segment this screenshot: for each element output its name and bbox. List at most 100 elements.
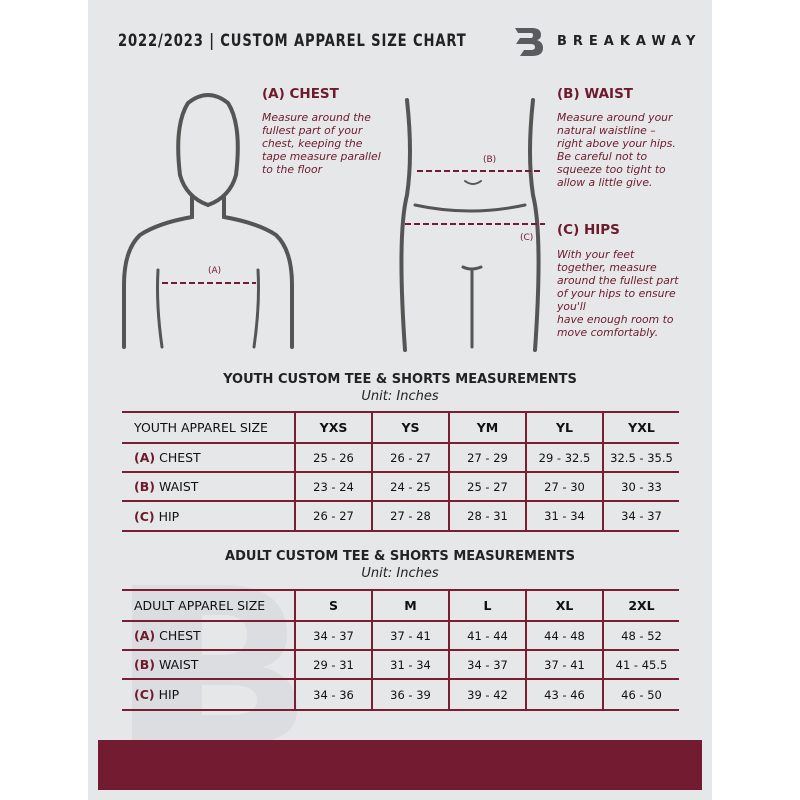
table-header-row: YOUTH APPAREL SIZE YXS YS YM YL YXL bbox=[122, 411, 679, 444]
desc-line: right above your hips. bbox=[557, 137, 676, 150]
desc-line: tape measure parallel bbox=[262, 150, 381, 163]
column-header: ADULT APPAREL SIZE bbox=[122, 589, 295, 622]
row-name: WAIST bbox=[158, 657, 199, 672]
desc-line: fullest part of your bbox=[262, 124, 363, 137]
cell: 27 - 30 bbox=[525, 471, 603, 502]
cell: 48 - 52 bbox=[602, 620, 679, 651]
waist-marker: (B) bbox=[483, 155, 497, 165]
column-header: YOUTH APPAREL SIZE bbox=[122, 411, 295, 444]
column-header: L bbox=[448, 589, 526, 622]
column-header: YXL bbox=[602, 411, 679, 444]
cell: 30 - 33 bbox=[602, 471, 679, 502]
cell: 34 - 36 bbox=[294, 678, 372, 711]
upper-body-illustration bbox=[122, 93, 294, 349]
cell: 41 - 44 bbox=[448, 620, 526, 651]
row-letter: (C) bbox=[134, 687, 155, 702]
table-header-row: ADULT APPAREL SIZE S M L XL 2XL bbox=[122, 589, 679, 622]
cell: 27 - 29 bbox=[448, 442, 526, 473]
cell: 23 - 24 bbox=[294, 471, 372, 502]
desc-line: chest, keeping the bbox=[262, 137, 363, 150]
desc-line: have enough room to bbox=[557, 313, 674, 326]
column-header: YXS bbox=[294, 411, 372, 444]
cell: 34 - 37 bbox=[448, 649, 526, 680]
chest-marker: (A) bbox=[208, 266, 222, 276]
desc-line: you'll bbox=[557, 300, 586, 313]
table-row: (B) WAIST 29 - 31 31 - 34 34 - 37 37 - 41 41… bbox=[122, 649, 679, 680]
cell: 25 - 26 bbox=[294, 442, 372, 473]
column-header: YM bbox=[448, 411, 526, 444]
adult-table-title: ADULT CUSTOM TEE & SHORTS MEASUREMENTS bbox=[225, 549, 575, 564]
row-label: (A) CHEST bbox=[122, 620, 295, 651]
table-row: (A) CHEST 25 - 26 26 - 27 27 - 29 29 - 32.5… bbox=[122, 442, 679, 473]
hips-heading: (C) HIPS bbox=[557, 222, 620, 238]
row-letter: (C) bbox=[134, 508, 155, 524]
row-label: (B) WAIST bbox=[122, 471, 295, 502]
cell: 34 - 37 bbox=[602, 500, 679, 532]
table-row: (C) HIP 34 - 36 36 - 39 39 - 42 43 - 46 46 -… bbox=[122, 678, 679, 711]
row-name: WAIST bbox=[158, 479, 199, 494]
row-label: (B) WAIST bbox=[122, 649, 295, 680]
desc-line: Be careful not to bbox=[557, 150, 648, 163]
desc-line: move comfortably. bbox=[557, 326, 659, 339]
cell: 31 - 34 bbox=[525, 500, 603, 532]
row-letter: (A) bbox=[134, 628, 156, 643]
row-name: CHEST bbox=[159, 450, 201, 465]
cell: 27 - 28 bbox=[371, 500, 449, 532]
cell: 29 - 31 bbox=[294, 649, 372, 680]
cell: 32.5 - 35.5 bbox=[602, 442, 679, 473]
row-letter: (B) bbox=[134, 479, 155, 494]
hips-marker: (C) bbox=[520, 233, 534, 243]
row-label: (A) CHEST bbox=[122, 442, 295, 473]
row-name: HIP bbox=[158, 687, 180, 702]
cell: 44 - 48 bbox=[525, 620, 603, 651]
table-row: (B) WAIST 23 - 24 24 - 25 25 - 27 27 - 30 30… bbox=[122, 471, 679, 502]
desc-line: allow a little give. bbox=[557, 176, 653, 189]
cell: 39 - 42 bbox=[448, 678, 526, 711]
cell: 37 - 41 bbox=[371, 620, 449, 651]
cell: 43 - 46 bbox=[525, 678, 603, 711]
row-letter: (A) bbox=[134, 450, 156, 465]
youth-size-table: YOUTH APPAREL SIZE YXS YS YM YL YXL (A) CHEST… bbox=[122, 411, 679, 532]
column-header: 2XL bbox=[602, 589, 679, 622]
desc-line: to the floor bbox=[262, 163, 323, 176]
cell: 41 - 45.5 bbox=[602, 649, 679, 680]
cell: 31 - 34 bbox=[371, 649, 449, 680]
adult-table-unit: Unit: Inches bbox=[361, 566, 439, 581]
row-label: (C) HIP bbox=[122, 500, 295, 532]
desc-line: together, measure bbox=[557, 261, 657, 274]
table-row: (C) HIP 26 - 27 27 - 28 28 - 31 31 - 34 34 -… bbox=[122, 500, 679, 532]
row-label: (C) HIP bbox=[122, 678, 295, 711]
footer-bar bbox=[98, 740, 702, 790]
youth-table-unit: Unit: Inches bbox=[361, 389, 439, 404]
cell: 26 - 27 bbox=[294, 500, 372, 532]
row-name: CHEST bbox=[159, 628, 201, 643]
desc-line: With your feet bbox=[557, 248, 635, 261]
cell: 34 - 37 bbox=[294, 620, 372, 651]
desc-line: of your hips to ensure bbox=[557, 287, 676, 300]
cell: 26 - 27 bbox=[371, 442, 449, 473]
breakaway-logo-icon bbox=[515, 28, 543, 56]
chest-heading: (A) CHEST bbox=[262, 86, 339, 102]
row-name: HIP bbox=[158, 508, 180, 524]
column-header: M bbox=[371, 589, 449, 622]
waist-description: Measure around your natural waistline – ri… bbox=[557, 111, 676, 189]
cell: 29 - 32.5 bbox=[525, 442, 603, 473]
table-row: (A) CHEST 34 - 37 37 - 41 41 - 44 44 - 48 48… bbox=[122, 620, 679, 651]
waist-heading: (B) WAIST bbox=[557, 86, 634, 102]
desc-line: around the fullest part bbox=[557, 274, 679, 287]
column-header: YL bbox=[525, 411, 603, 444]
column-header: YS bbox=[371, 411, 449, 444]
column-header: S bbox=[294, 589, 372, 622]
desc-line: Measure around your bbox=[557, 111, 673, 124]
cell: 37 - 41 bbox=[525, 649, 603, 680]
cell: 24 - 25 bbox=[371, 471, 449, 502]
torso-illustration bbox=[399, 98, 545, 352]
column-header: XL bbox=[525, 589, 603, 622]
desc-line: squeeze too tight to bbox=[557, 163, 666, 176]
cell: 46 - 50 bbox=[602, 678, 679, 711]
brand-name: BREAKAWAY bbox=[557, 34, 702, 49]
desc-line: natural waistline – bbox=[557, 124, 656, 137]
cell: 25 - 27 bbox=[448, 471, 526, 502]
hips-description: With your feet together, measure around th… bbox=[557, 248, 679, 339]
